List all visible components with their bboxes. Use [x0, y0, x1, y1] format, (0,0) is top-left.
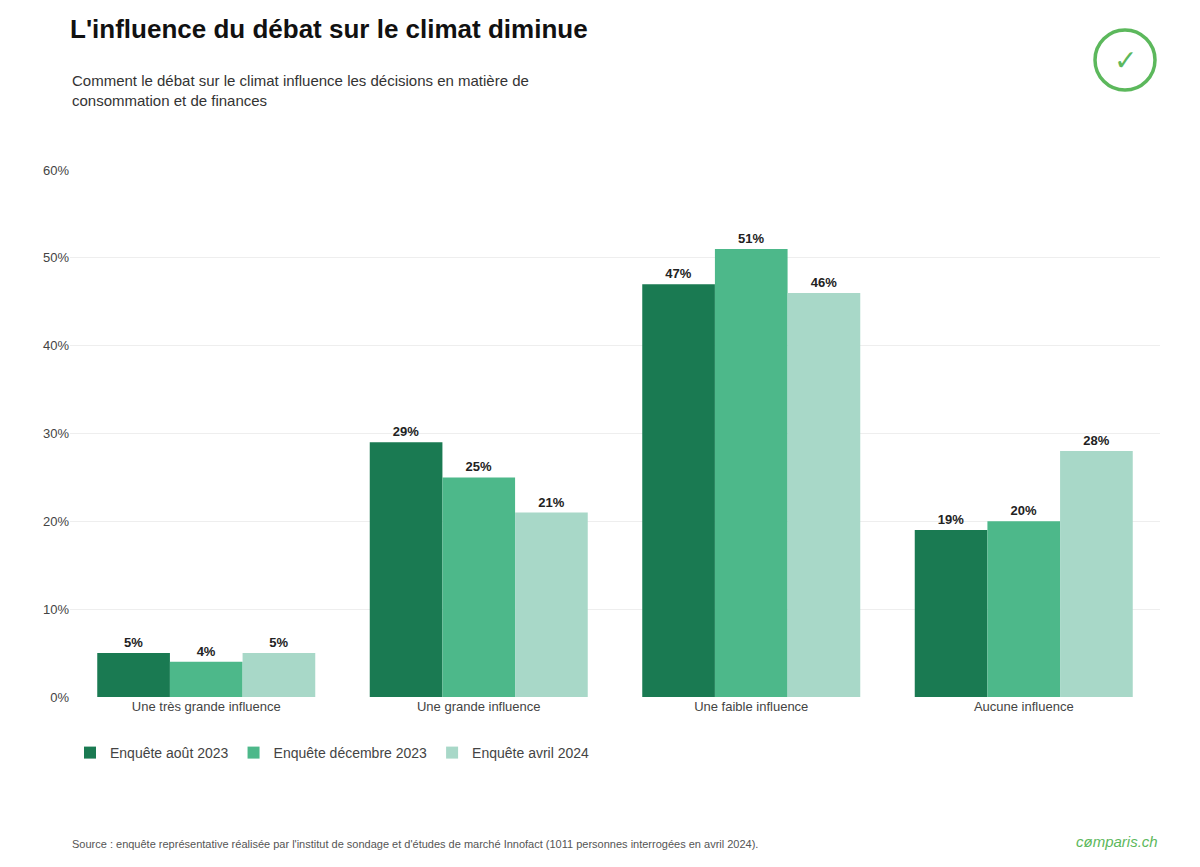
svg-text:✓: ✓ [1114, 44, 1137, 77]
svg-text:21%: 21% [538, 495, 564, 510]
svg-text:51%: 51% [738, 231, 764, 246]
svg-text:Une faible influence: Une faible influence [694, 699, 808, 714]
svg-text:Enquête décembre 2023: Enquête décembre 2023 [274, 745, 428, 761]
svg-text:50%: 50% [43, 250, 69, 265]
svg-text:4%: 4% [197, 644, 216, 659]
svg-text:60%: 60% [43, 163, 69, 178]
svg-text:10%: 10% [43, 602, 69, 617]
svg-text:5%: 5% [269, 635, 288, 650]
svg-text:47%: 47% [665, 266, 691, 281]
svg-text:L'influence du débat sur le cl: L'influence du débat sur le climat dimin… [70, 14, 588, 44]
svg-text:5%: 5% [124, 635, 143, 650]
svg-text:Aucune influence: Aucune influence [974, 699, 1074, 714]
svg-text:29%: 29% [393, 424, 419, 439]
svg-text:30%: 30% [43, 426, 69, 441]
svg-text:Enquête août 2023: Enquête août 2023 [110, 745, 229, 761]
svg-text:25%: 25% [466, 459, 492, 474]
svg-text:Une grande influence: Une grande influence [417, 699, 541, 714]
svg-text:46%: 46% [811, 275, 837, 290]
svg-text:Enquête avril 2024: Enquête avril 2024 [472, 745, 589, 761]
svg-text:Comment le débat sur le climat: Comment le débat sur le climat influence… [72, 72, 529, 109]
svg-text:19%: 19% [938, 512, 964, 527]
svg-text:Source : enquête représentativ: Source : enquête représentative réalisée… [72, 838, 758, 850]
svg-text:cømparis.ch: cømparis.ch [1076, 833, 1158, 850]
svg-text:20%: 20% [1011, 503, 1037, 518]
svg-text:40%: 40% [43, 338, 69, 353]
svg-text:Une très grande influence: Une très grande influence [132, 699, 281, 714]
svg-text:20%: 20% [43, 514, 69, 529]
svg-text:0%: 0% [50, 690, 69, 705]
svg-text:28%: 28% [1083, 433, 1109, 448]
